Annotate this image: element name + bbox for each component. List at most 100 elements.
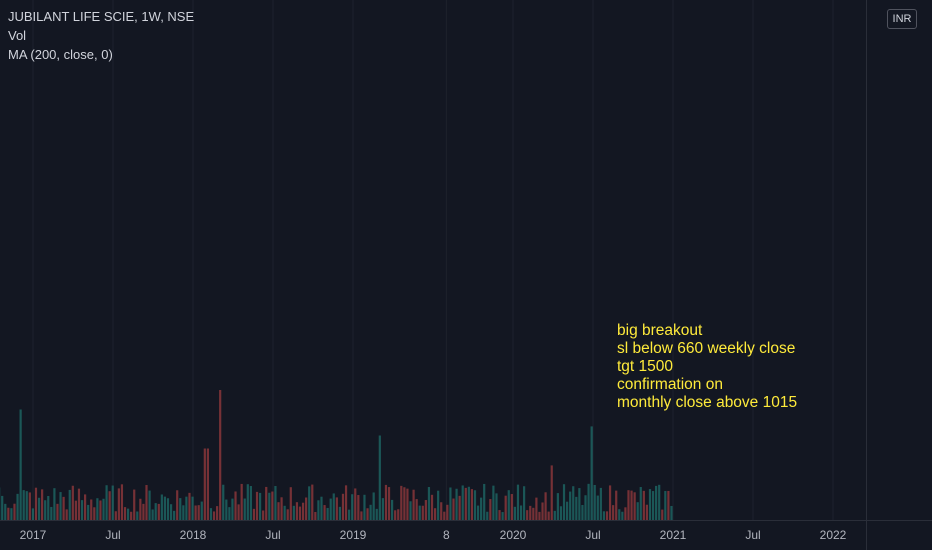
- volume-bar: [538, 511, 541, 520]
- volume-bar: [440, 502, 443, 520]
- volume-bar: [412, 489, 415, 520]
- volume-bar: [449, 487, 452, 520]
- volume-bar: [510, 494, 513, 520]
- volume-bar: [664, 490, 667, 520]
- volume-bar: [151, 509, 154, 520]
- volume-bar: [645, 504, 649, 520]
- x-tick-label: 2017: [20, 528, 47, 542]
- volume-bar: [47, 495, 50, 520]
- volume-bar: [492, 485, 495, 520]
- volume-bar: [655, 485, 658, 520]
- volume-bar: [526, 510, 529, 520]
- volume-bar: [332, 493, 335, 520]
- volume-bar: [578, 488, 581, 520]
- volume-bar: [599, 487, 602, 520]
- annotation-text[interactable]: big breakout sl below 660 weekly close t…: [617, 322, 797, 412]
- volume-bar: [363, 494, 366, 520]
- volume-bar: [249, 486, 252, 520]
- volume-bar: [421, 505, 424, 520]
- volume-bar: [480, 497, 483, 520]
- volume-bar: [452, 498, 455, 520]
- volume-bar: [400, 485, 403, 520]
- volume-bar: [160, 494, 163, 520]
- volume-bar: [596, 495, 599, 520]
- symbol-title[interactable]: JUBILANT LIFE SCIE, 1W, NSE: [8, 9, 195, 24]
- volume-bar: [308, 486, 311, 520]
- volume-bar: [292, 505, 295, 520]
- volume-bar: [593, 484, 596, 520]
- volume-bar: [271, 491, 274, 520]
- volume-bar: [624, 507, 627, 520]
- annotation-line: sl below 660 weekly close: [617, 340, 796, 357]
- volume-bar: [13, 503, 16, 520]
- volume-bar: [612, 505, 615, 520]
- volume-bar: [56, 503, 59, 520]
- volume-bar: [62, 496, 65, 520]
- volume-bar: [145, 485, 148, 520]
- volume-bar: [277, 502, 280, 520]
- volume-bar: [157, 503, 160, 520]
- volume-bar: [37, 497, 41, 520]
- volume-bar: [274, 486, 277, 520]
- volume-bar: [191, 496, 194, 520]
- volume-bar: [486, 511, 489, 520]
- volume-bar: [418, 505, 421, 520]
- volume-bar: [648, 489, 652, 520]
- volume-bar: [467, 486, 470, 520]
- volume-bar: [90, 499, 93, 520]
- volume-bar: [575, 496, 578, 520]
- volume-bar: [556, 493, 559, 520]
- volume-bar: [351, 494, 354, 520]
- volume-bar: [280, 497, 283, 520]
- volume-bar: [182, 505, 185, 520]
- volume-bar: [222, 484, 225, 520]
- volume-bar: [22, 490, 25, 520]
- volume-indicator-label[interactable]: Vol: [8, 28, 27, 43]
- volume-bar: [661, 509, 664, 520]
- x-tick-label: Jul: [105, 528, 120, 542]
- volume-bar: [397, 509, 400, 520]
- volume-bar: [553, 510, 556, 520]
- volume-bar: [375, 508, 378, 520]
- volume-bar: [513, 506, 516, 520]
- volume-bar: [123, 507, 127, 520]
- currency-button[interactable]: INR: [887, 9, 917, 29]
- volume-bar: [240, 483, 243, 520]
- volume-bar: [476, 505, 480, 520]
- volume-bar: [96, 498, 99, 520]
- volume-bar: [216, 506, 219, 520]
- volume-bar: [117, 488, 120, 520]
- volume-bar: [344, 485, 348, 520]
- volume-bar: [605, 511, 609, 520]
- volume-bar: [19, 409, 22, 520]
- volume-bar: [234, 491, 237, 520]
- volume-bar: [470, 489, 474, 520]
- volume-bar: [228, 507, 231, 520]
- volume-bar: [602, 511, 606, 520]
- volume-bar: [258, 492, 262, 520]
- volume-bar: [179, 498, 182, 520]
- annotation-line: monthly close above 1015: [617, 394, 798, 411]
- volume-bar: [507, 490, 510, 520]
- volume-bar: [415, 499, 418, 520]
- volume-bar: [550, 465, 553, 520]
- volume-bar: [194, 505, 197, 520]
- volume-bar: [28, 492, 31, 520]
- volume-bar: [111, 485, 114, 520]
- volume-bar: [443, 511, 446, 520]
- volume-bar: [34, 487, 38, 520]
- volume-bar: [406, 488, 409, 520]
- volume-bar: [670, 505, 673, 520]
- volume-bar: [547, 511, 550, 520]
- volume-bar: [209, 508, 213, 520]
- ma-indicator-label[interactable]: MA (200, close, 0): [8, 47, 113, 62]
- volume-bar: [114, 511, 117, 520]
- volume-bar: [559, 506, 563, 520]
- annotation-line: tgt 1500: [617, 358, 674, 375]
- volume-bar: [102, 498, 105, 520]
- volume-bar: [323, 505, 326, 520]
- volume-bar: [283, 505, 286, 520]
- volume-bar: [80, 500, 84, 520]
- volume-bar: [372, 492, 375, 520]
